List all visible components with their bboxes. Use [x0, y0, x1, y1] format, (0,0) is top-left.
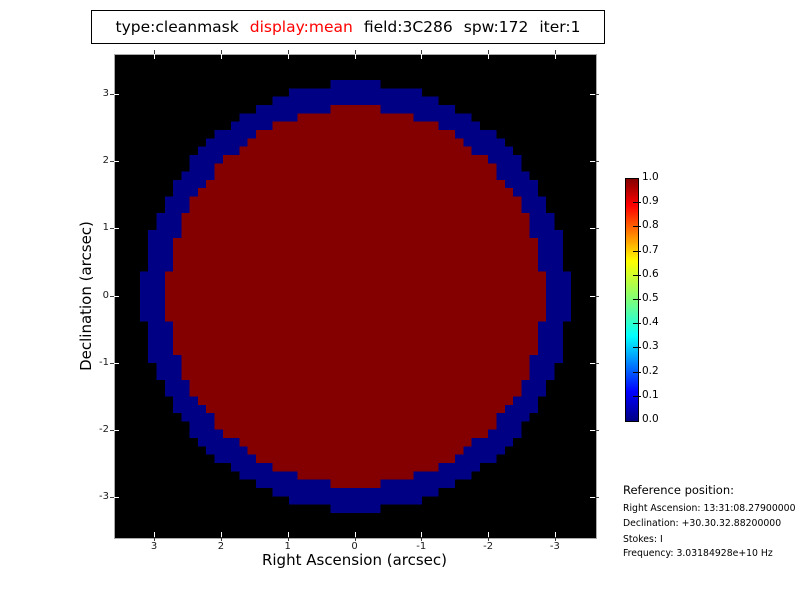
colorbar — [625, 178, 639, 422]
colorbar-tick-label: 0.0 — [642, 413, 659, 425]
x-axis-label: Right Ascension (arcsec) — [261, 551, 448, 569]
x-tick-label: -2 — [483, 541, 494, 552]
colorbar-tick — [633, 202, 641, 204]
y-tick-label: -3 — [99, 490, 109, 502]
x-tick-label: 2 — [217, 541, 225, 552]
colorbar-tick-label: 0.1 — [642, 388, 659, 401]
reference-line: Frequency: 3.03184928e+10 Hz — [623, 548, 773, 559]
x-tick-label: 3 — [150, 541, 158, 552]
colorbar-tick-label: 0.6 — [642, 267, 659, 280]
y-tick-label: -2 — [99, 423, 109, 435]
colorbar-tick — [633, 299, 641, 300]
y-tick-label: 3 — [102, 88, 109, 100]
y-tick-label: -1 — [99, 356, 109, 368]
reference-line: Right Ascension: 13:31:08.27900000 — [623, 503, 796, 514]
x-tick-label: -1 — [416, 541, 427, 552]
colorbar-tick-label: 0.7 — [642, 243, 659, 256]
y-tick-label: 2 — [102, 155, 109, 167]
title-box: type:cleanmask display:mean field:3C286 … — [91, 10, 605, 44]
x-tick-label: -3 — [549, 541, 560, 552]
colorbar-tick — [633, 371, 641, 373]
reference-line: Stokes: I — [623, 534, 663, 545]
colorbar-tick-label: 0.9 — [642, 195, 659, 208]
colorbar-tick — [633, 250, 641, 252]
title-segment: type:cleanmask — [115, 18, 239, 36]
colorbar-tick-label: 0.2 — [642, 364, 659, 377]
y-tick-label: 0 — [102, 289, 109, 301]
colorbar-tick-label: 0.3 — [642, 340, 659, 353]
y-tick-label: 1 — [102, 222, 109, 234]
colorbar-tick — [633, 226, 641, 228]
title-segment: iter:1 — [539, 18, 581, 36]
title-segment: spw:172 — [463, 18, 529, 36]
title-segment: field:3C286 — [363, 18, 453, 36]
colorbar-tick-label: 0.8 — [642, 219, 659, 232]
colorbar-tick — [633, 323, 641, 325]
colorbar-tick-label: 1.0 — [642, 171, 659, 183]
colorbar-tick — [633, 347, 641, 349]
colorbar-tick — [633, 395, 641, 397]
colorbar-tick-label: 0.4 — [642, 316, 659, 329]
colorbar-tick-label: 0.5 — [642, 292, 659, 304]
reference-heading: Reference position: — [623, 483, 734, 497]
colorbar-tick — [633, 274, 641, 276]
x-tick-label: 0 — [351, 541, 358, 552]
x-tick-label: 1 — [284, 541, 291, 552]
mask-image-canvas — [115, 55, 596, 538]
title-segment: display:mean — [249, 18, 353, 36]
reference-line: Declination: +30.30.32.88200000 — [623, 518, 782, 529]
plot-area — [114, 54, 597, 539]
